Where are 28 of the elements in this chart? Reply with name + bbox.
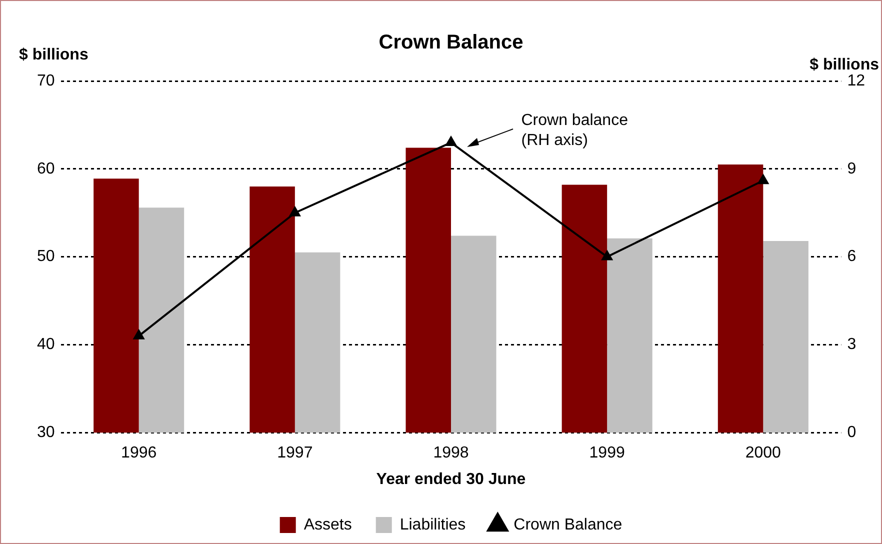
x-tick-label: 1998 <box>433 444 469 462</box>
x-tick-label: 1997 <box>277 444 313 462</box>
y-tick-label: 30 <box>37 424 55 442</box>
point <box>446 136 456 146</box>
y2-axis-title: $ billions <box>810 56 880 74</box>
annotation: Crown balance (RH axis) <box>521 111 628 151</box>
point <box>290 206 300 216</box>
y-tick-label: 40 <box>37 336 55 354</box>
x-tick-label: 1996 <box>121 444 157 462</box>
y-tick-label: 50 <box>37 248 55 266</box>
point <box>758 174 768 184</box>
x-axis-title: Year ended 30 June <box>376 470 526 488</box>
y-tick-label: 70 <box>37 72 55 90</box>
x-tick-label: 1999 <box>589 444 625 462</box>
legend-label: Assets <box>304 516 352 534</box>
legend-label: Liabilities <box>400 516 466 534</box>
x-tick-label: 2000 <box>745 444 782 462</box>
legend-label: Crown Balance <box>514 516 622 534</box>
point <box>602 250 612 260</box>
y2-tick-label: 0 <box>847 424 856 442</box>
y2-tick-label: 9 <box>847 160 856 178</box>
y-axis-title: $ billions <box>19 46 88 64</box>
y2-tick-label: 6 <box>847 248 856 266</box>
y-tick-label: 60 <box>37 160 55 178</box>
point <box>134 330 144 340</box>
y2-tick-label: 12 <box>847 72 866 90</box>
y2-tick-label: 3 <box>847 336 856 354</box>
chart-title: Crown Balance <box>378 32 524 54</box>
